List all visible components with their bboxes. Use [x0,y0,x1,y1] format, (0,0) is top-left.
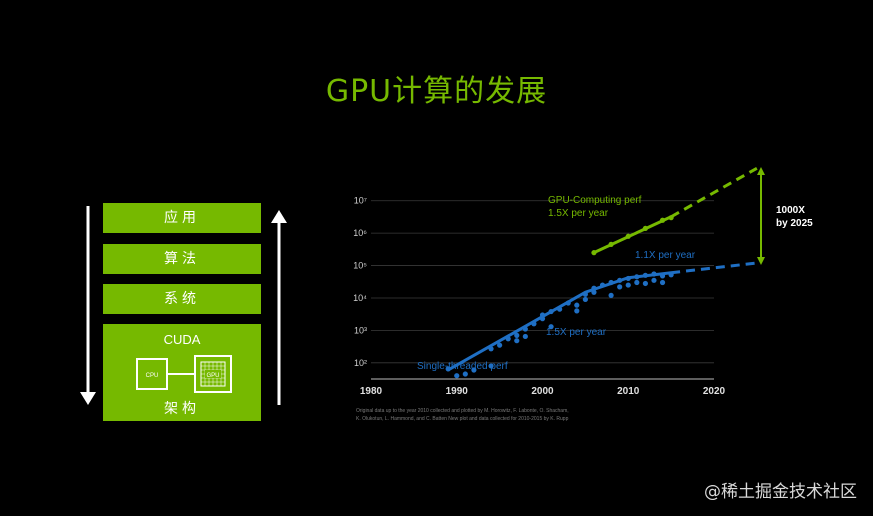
data-point [634,279,640,286]
x-tick-label: 2020 [703,386,726,397]
x-tick-label: 2010 [617,386,640,397]
data-point [574,302,580,308]
data-point [582,291,588,297]
caption-line-1: Original data up to the year 2010 collec… [356,408,569,414]
gap-arrow-bottom-icon [757,257,765,265]
cpu-gpu-chip-icon: CPU GPU [136,355,232,393]
gap-value-label: 1000X [776,205,805,216]
data-point [497,342,503,348]
data-point [565,300,571,306]
watermark-text: @稀土掘金技术社区 [704,482,857,502]
y-tick-label: 10⁷ [354,196,367,206]
data-point [668,272,674,278]
data-point [668,215,674,221]
data-point [531,321,537,327]
data-point [651,271,657,277]
data-point [488,346,494,352]
data-point [505,336,511,342]
x-tick-label: 2000 [531,386,554,397]
data-point [548,324,554,330]
series-trend-line [593,215,672,255]
gap-arrow-top-icon [757,167,765,175]
gap-year-label: by 2025 [776,218,813,229]
series-trend-line [447,271,672,372]
x-tick-label: 1990 [446,386,469,397]
layer-algorithm: 算法 [103,244,261,274]
layer-application: 应用 [103,203,261,233]
slide-title: GPU计算的发展 [325,74,548,109]
data-point [625,282,631,288]
layer-system: 系统 [103,284,261,314]
data-point [591,250,597,256]
down-arrow-icon [80,206,96,405]
data-point [625,275,631,282]
data-point [651,277,657,283]
data-point [599,282,606,288]
data-point [617,277,623,283]
data-point [557,306,563,312]
cpu-series-label: Single-threaded perf [417,361,508,372]
data-point [445,366,451,372]
data-point [591,285,597,291]
data-point [462,371,468,377]
cpu-rate-early-label: 1.5X per year [546,327,607,338]
data-point [522,333,528,340]
data-point [574,308,580,314]
data-point [642,280,648,287]
data-point [488,363,494,369]
data-point [514,338,520,344]
data-point [659,279,666,286]
data-point [471,367,477,373]
data-point [608,292,614,298]
data-point [514,332,520,339]
data-point [659,217,666,223]
cpu-chip-label: CPU [146,373,159,379]
up-arrow-icon [271,210,287,405]
x-tick-label: 1980 [360,386,383,397]
data-point [659,273,666,279]
y-tick-label: 10⁶ [353,228,367,238]
data-point [539,316,546,322]
gpu-chip-label: GPU [206,373,219,379]
data-point [625,233,631,239]
layer-cuda-architecture: CUDA CPU GPU 架构 [103,324,261,421]
chart-caption: Original data up to the year 2010 collec… [356,407,656,423]
data-point [617,284,623,290]
architecture-label: 架构 [164,401,200,417]
cuda-label: CUDA [163,332,201,347]
data-point [642,225,648,232]
y-tick-label: 10² [354,358,367,368]
series-projection-line [670,167,758,219]
data-point [522,326,528,332]
data-point [539,312,546,318]
performance-chart: 10² 10³ 10⁴ 10⁵ 10⁶ 10⁷ 1980 1990 2000 2010 2020 GP… [353,167,813,397]
data-point [591,289,597,295]
y-tick-label: 10³ [354,325,367,335]
data-point [548,308,554,315]
data-point [642,272,648,278]
y-tick-label: 10⁵ [353,261,367,271]
data-point [634,274,640,280]
series-projection-line [670,261,758,275]
gpu-series-label: GPU-Computing perf [548,195,642,206]
data-point [454,373,460,379]
data-point [608,279,614,286]
gpu-rate-label: 1.5X per year [548,208,609,219]
data-point [608,241,614,247]
cpu-rate-late-label: 1.1X per year [635,250,696,261]
data-point [582,296,588,303]
caption-line-2: K. Olukotun, L. Hammond, and C. Batten N… [356,416,569,422]
y-tick-label: 10⁴ [353,293,367,303]
